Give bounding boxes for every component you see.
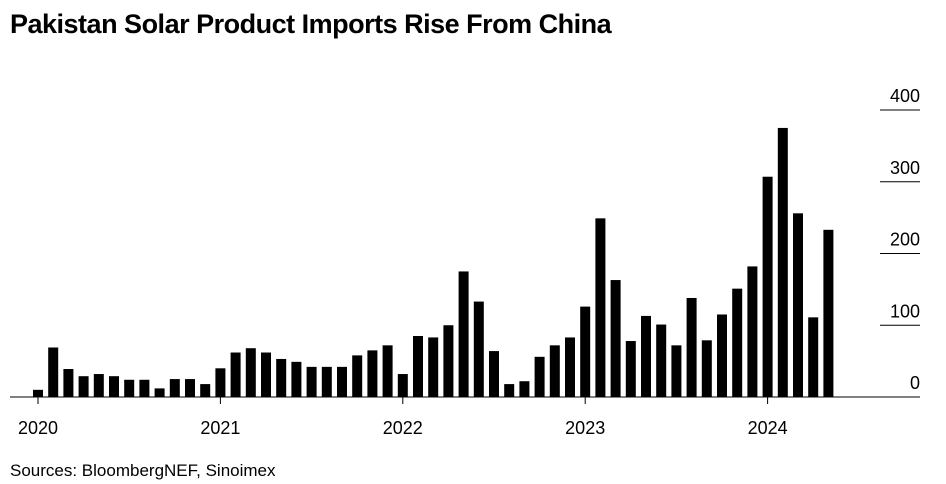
bar [78, 376, 89, 397]
bar [701, 340, 712, 397]
bar [656, 324, 667, 397]
bar [63, 369, 74, 397]
bar [33, 389, 43, 397]
bar [625, 341, 636, 397]
bar [489, 351, 499, 397]
y-tick-label: 100 [890, 301, 920, 321]
bar [534, 356, 545, 397]
bar [109, 376, 119, 397]
bar [808, 317, 819, 397]
bar [686, 297, 697, 397]
bar [230, 352, 241, 397]
y-tick-label: 300 [890, 158, 920, 178]
bar [428, 337, 439, 397]
source: Sources: BloombergNEF, Sinoimex [10, 461, 276, 480]
bar [261, 352, 271, 397]
bar [139, 379, 150, 397]
bar [382, 345, 393, 397]
bar [762, 176, 773, 397]
x-tick-label: 2024 [748, 418, 788, 438]
bar [504, 384, 515, 397]
bar [777, 127, 788, 397]
bar [671, 345, 682, 397]
x-tick-label: 2023 [565, 418, 605, 438]
bar [565, 337, 575, 397]
bar [732, 288, 743, 397]
x-tick-label: 2022 [383, 418, 423, 438]
bar [291, 361, 302, 397]
y-tick-label: 0 [910, 373, 920, 393]
y-tick-label: 200 [890, 230, 920, 250]
bar [245, 348, 256, 397]
x-tick-label: 2021 [200, 418, 240, 438]
bar [48, 347, 59, 397]
bar [519, 381, 530, 397]
x-tick-label: 2020 [18, 418, 58, 438]
bar [154, 388, 165, 397]
bar [610, 280, 621, 397]
bar [185, 379, 195, 397]
bar [823, 229, 834, 397]
bar [397, 374, 408, 397]
bar [793, 213, 803, 397]
bar [200, 384, 211, 397]
y-tick-label: 400 [890, 86, 920, 106]
bar [595, 218, 606, 397]
chart-title: Pakistan Solar Product Imports Rise From… [10, 9, 613, 39]
bar [367, 350, 378, 397]
bar [337, 366, 347, 397]
bar [747, 266, 758, 397]
bar [717, 314, 727, 397]
bar [321, 366, 332, 397]
bar [413, 336, 423, 397]
bar [549, 345, 560, 397]
bar [580, 306, 591, 397]
bar [215, 368, 226, 397]
bar [276, 358, 287, 397]
bar [641, 315, 651, 397]
bar [124, 379, 135, 397]
bar [306, 366, 317, 397]
bar [443, 325, 454, 397]
bar [458, 271, 469, 397]
bar [169, 379, 180, 397]
bar [93, 374, 104, 397]
bar [352, 355, 363, 397]
bar [473, 301, 484, 397]
